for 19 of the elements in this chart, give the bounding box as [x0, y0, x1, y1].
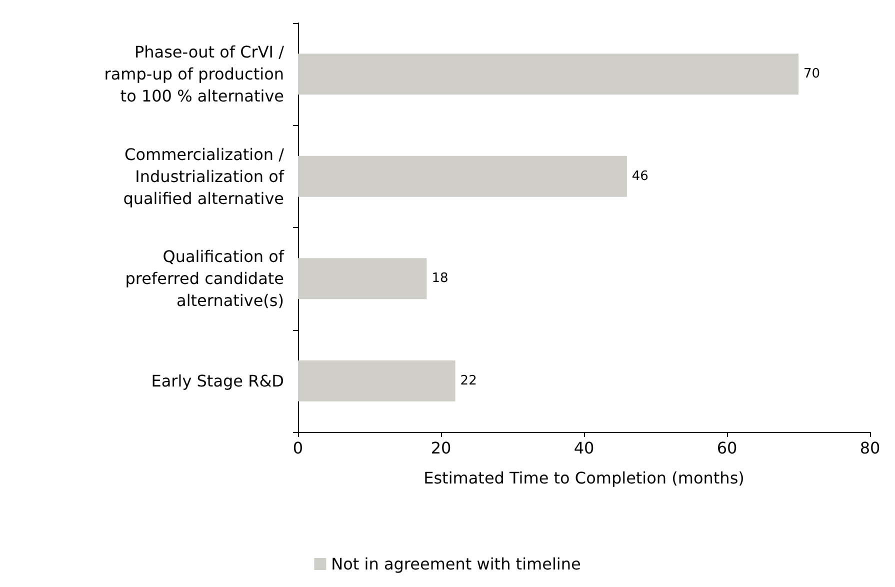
x-tick-label: 40 [574, 438, 594, 458]
y-tick-label: Early Stage R&D [151, 371, 284, 390]
x-tick-label: 60 [716, 438, 738, 458]
bar [298, 54, 798, 95]
y-tick-label: Phase-out of CrVI / ramp-up of production to 100 % alternative [104, 42, 285, 106]
y-tick-label: Qualification of preferred candidate alternative(s) [125, 247, 284, 310]
x-axis-title: Estimated Time to Completion (months) [424, 468, 744, 488]
data-label: 46 [632, 168, 648, 184]
bar [298, 258, 427, 300]
x-tick-label: 0 [292, 438, 304, 458]
x-tick-label: 20 [430, 438, 452, 458]
data-label: 70 [804, 66, 820, 82]
y-tick-label: Commercialization / Industrialization of qualified alternative [123, 144, 285, 208]
bar [298, 360, 456, 402]
legend-label: Not in agreement with timeline [331, 554, 581, 574]
data-label: 18 [432, 271, 448, 286]
data-label: 22 [460, 373, 477, 388]
bar [298, 156, 627, 197]
x-tick-label: 80 [860, 438, 880, 458]
